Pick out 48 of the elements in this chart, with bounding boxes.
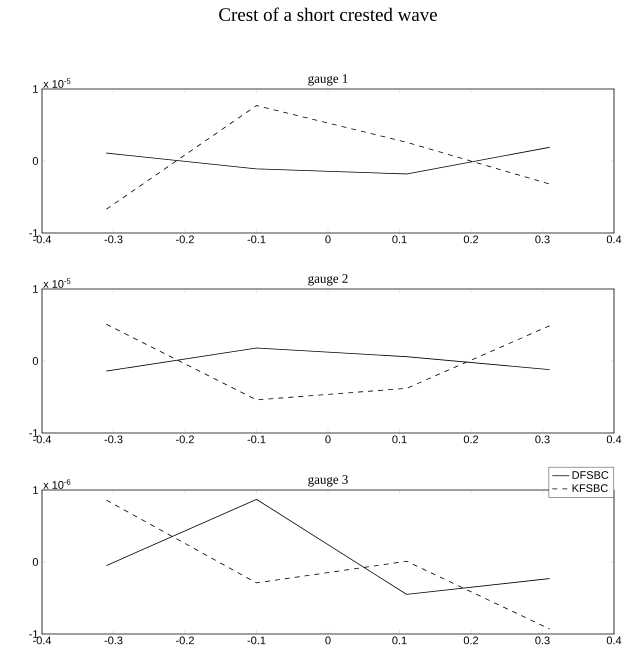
x-tick-label: -0.1: [248, 436, 266, 444]
x-tick-label: 0.2: [464, 636, 478, 644]
x-tick-label: -0.3: [104, 236, 122, 244]
x-tick-label: 0.2: [464, 436, 478, 444]
y-tick-label: -1: [29, 429, 38, 437]
x-tick-label: -0.2: [176, 236, 194, 244]
legend-label: KFSBC: [572, 484, 608, 492]
x-tick-label: 0.4: [606, 236, 622, 244]
x-tick-label: 0: [325, 636, 331, 644]
y-tick-label: 1: [33, 285, 38, 293]
x-tick-label: -0.3: [104, 436, 122, 444]
chart-subtitle: gauge 1: [308, 74, 348, 86]
x-tick-label: -0.1: [248, 236, 266, 244]
chart-subtitle: gauge 2: [308, 274, 348, 286]
x-tick-label: 0.3: [535, 236, 550, 244]
x-tick-label: 0.2: [464, 236, 478, 244]
y-tick-label: 1: [33, 85, 38, 93]
x-tick-label: -0.4: [33, 436, 52, 444]
text: x 10$^{-6}$: [43, 479, 70, 489]
x-tick-label: -0.2: [176, 636, 194, 644]
line-series: [106, 324, 550, 400]
line-series: [106, 500, 550, 630]
x-tick-label: 0.4: [606, 436, 622, 444]
x-tick-label: 0.3: [535, 436, 550, 444]
text: x 10$^{-5}$: [43, 78, 70, 88]
x-tick-label: 0.3: [535, 636, 550, 644]
x-tick-label: -0.1: [248, 636, 266, 644]
x-tick-label: -0.4: [33, 236, 52, 244]
chart-subtitle: gauge 3: [308, 475, 348, 487]
x-tick-label: -0.3: [104, 636, 122, 644]
x-tick-label: 0: [325, 436, 331, 444]
x-tick-label: 0.1: [392, 436, 407, 444]
y-tick-label: 1: [33, 486, 38, 494]
x-tick-label: -0.4: [33, 636, 52, 644]
y-tick-label: 0: [32, 157, 38, 165]
chart-title: Crest of a short crested wave: [219, 8, 437, 22]
x-tick-label: 0.1: [392, 636, 407, 644]
x-tick-label: 0: [325, 236, 331, 244]
legend-label: DFSBC: [572, 471, 608, 479]
y-tick-label: -1: [29, 229, 38, 237]
y-tick-label: 0: [32, 558, 38, 566]
text: x 10$^{-5}$: [43, 278, 70, 288]
y-tick-label: 0: [32, 357, 38, 365]
x-tick-label: 0.4: [606, 636, 622, 644]
x-tick-label: -0.2: [176, 436, 194, 444]
line-series: [106, 105, 550, 210]
y-tick-label: -1: [29, 630, 38, 638]
x-tick-label: 0.1: [392, 236, 407, 244]
